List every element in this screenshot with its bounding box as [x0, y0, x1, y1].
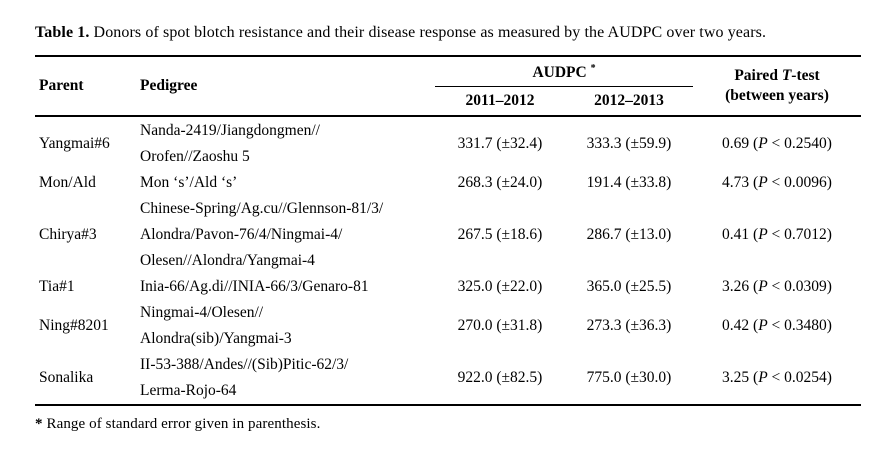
- pedigree-cell: Mon ‘s’/Ald ‘s’: [140, 174, 238, 191]
- paired-t-test-cell: 0.41 (P < 0.7012): [722, 226, 832, 243]
- paired-t-test-cell: 0.69 (P < 0.2540): [722, 135, 832, 152]
- table-row: Chirya#3 Chinese-Spring/Ag.cu//Glennson-…: [35, 196, 861, 274]
- column-header-paired-t-test: Paired T-test (between years): [725, 67, 829, 104]
- pedigree-cell: Nanda-2419/Jiangdongmen// Orofen//Zaoshu…: [140, 122, 320, 165]
- table-row: Ning#8201 Ningmai-4/Olesen// Alondra(sib…: [35, 300, 861, 352]
- pedigree-cell: Ningmai-4/Olesen// Alondra(sib)/Yangmai-…: [140, 304, 292, 347]
- parent-cell: Tia#1: [39, 278, 75, 295]
- table-row: Sonalika II-53-388/Andes//(Sib)Pitic-62/…: [35, 352, 861, 405]
- parent-cell: Yangmai#6: [39, 135, 110, 152]
- parent-cell: Sonalika: [39, 369, 94, 386]
- audpc-2011-2012-cell: 331.7 (±32.4): [457, 135, 543, 152]
- audpc-2011-2012-cell: 270.0 (±31.8): [457, 317, 543, 334]
- parent-cell: Mon/Ald: [39, 174, 96, 191]
- table-row: Tia#1 Inia-66/Ag.di//INIA-66/3/Genaro-81…: [35, 274, 861, 300]
- audpc-2012-2013-cell: 273.3 (±36.3): [586, 317, 672, 334]
- audpc-2011-2012-cell: 268.3 (±24.0): [457, 174, 543, 191]
- audpc-2011-2012-cell: 325.0 (±22.0): [457, 278, 543, 295]
- paired-t-test-cell: 3.25 (P < 0.0254): [722, 369, 832, 386]
- table-caption: Table 1. Donors of spot blotch resistanc…: [35, 24, 767, 41]
- table-row: Yangmai#6 Nanda-2419/Jiangdongmen// Orof…: [35, 116, 861, 170]
- donors-table: Parent Pedigree AUDPC * Paired T-test (be…: [35, 55, 861, 406]
- paired-t-test-cell: 0.42 (P < 0.3480): [722, 317, 832, 334]
- audpc-2012-2013-cell: 365.0 (±25.5): [586, 278, 672, 295]
- table-row: Mon/Ald Mon ‘s’/Ald ‘s’ 268.3 (±24.0) 19…: [35, 170, 861, 196]
- audpc-2012-2013-cell: 333.3 (±59.9): [586, 135, 672, 152]
- audpc-2011-2012-cell: 922.0 (±82.5): [457, 369, 543, 386]
- parent-cell: Ning#8201: [39, 317, 109, 334]
- column-header-parent: Parent: [39, 77, 84, 94]
- audpc-2012-2013-cell: 191.4 (±33.8): [586, 174, 672, 191]
- paired-t-test-cell: 4.73 (P < 0.0096): [722, 174, 832, 191]
- column-header-pedigree: Pedigree: [140, 77, 198, 94]
- parent-cell: Chirya#3: [39, 226, 97, 243]
- paired-t-test-cell: 3.26 (P < 0.0309): [722, 278, 832, 295]
- column-header-2012-2013: 2012–2013: [594, 91, 664, 109]
- table-footnote: * Range of standard error given in paren…: [35, 416, 321, 432]
- pedigree-cell: Chinese-Spring/Ag.cu//Glennson-81/3/ Alo…: [140, 200, 384, 269]
- pedigree-cell: Inia-66/Ag.di//INIA-66/3/Genaro-81: [140, 278, 369, 295]
- audpc-2011-2012-cell: 267.5 (±18.6): [457, 226, 543, 243]
- audpc-2012-2013-cell: 286.7 (±13.0): [586, 226, 672, 243]
- column-header-audpc: AUDPC *: [435, 56, 693, 87]
- table-header: Parent Pedigree AUDPC * Paired T-test (be…: [35, 56, 861, 116]
- pedigree-cell: II-53-388/Andes//(Sib)Pitic-62/3/ Lerma-…: [140, 356, 349, 399]
- audpc-2012-2013-cell: 775.0 (±30.0): [586, 369, 672, 386]
- column-header-2011-2012: 2011–2012: [465, 91, 535, 109]
- table-body: Yangmai#6 Nanda-2419/Jiangdongmen// Orof…: [35, 116, 861, 405]
